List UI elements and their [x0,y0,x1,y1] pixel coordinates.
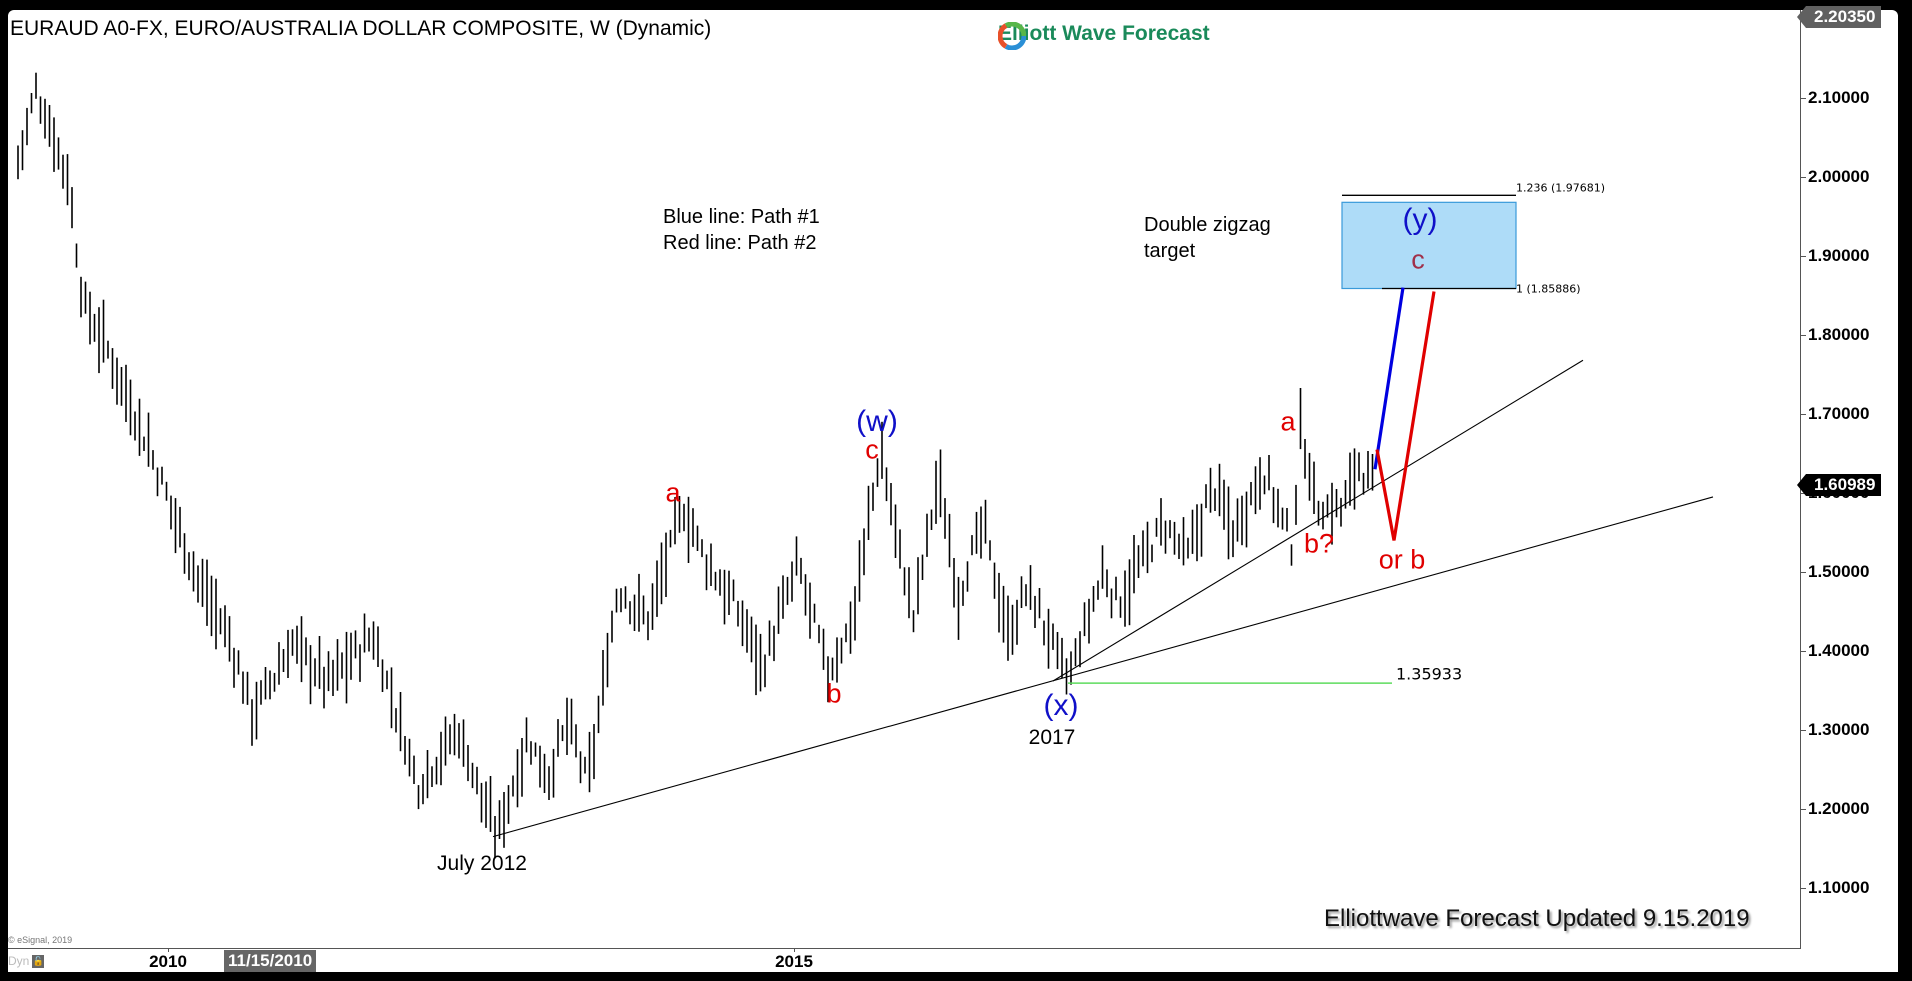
wave-label: (y) [1402,203,1438,237]
path-legend-note: Blue line: Path #1 Red line: Path #2 [663,204,820,256]
x-tick-mark [168,948,169,952]
last-price-tag: 1.60989 [1796,474,1882,497]
wave-label: b? [1303,528,1335,559]
plot-area[interactable]: EURAUD A0-FX, EURO/AUSTRALIA DOLLAR COMP… [8,10,1801,949]
target-note: Double zigzag target [1144,212,1271,264]
wave-label: c [865,434,879,465]
cursor-date-label: 11/15/2010 [224,950,317,972]
x-tick-label: 2010 [149,952,187,971]
y-tick-label: 2.10000 [1800,88,1870,107]
wave-label: c [1411,244,1425,275]
y-tick-label: 1.10000 [1800,878,1870,897]
chart-title: EURAUD A0-FX, EURO/AUSTRALIA DOLLAR COMP… [10,17,712,40]
price-bars [17,72,1374,859]
wave-label: (x) [1043,689,1079,723]
top-price-tag: 2.20350 [1796,6,1882,28]
y-tick-label: 1.30000 [1800,720,1870,739]
x-tick-label: 2015 [775,952,813,971]
fib-level-label: 1.236 (1.97681) [1516,181,1606,195]
y-tick-label: 1.50000 [1800,562,1870,581]
copyright: © eSignal, 2019 [8,935,73,945]
y-tick-label: 1.40000 [1800,641,1870,660]
fib-level-label: 1 (1.85886) [1516,282,1581,295]
wave-label: a [665,477,681,508]
y-tick-label: 1.20000 [1800,799,1870,818]
wave-label: a [1280,406,1296,437]
wave-label: or b [1378,544,1426,575]
date-label: 2017 [1028,725,1076,749]
logo-text: Elliott Wave Forecast [998,22,1210,45]
price-chart-svg [17,72,1714,859]
wave-label: (w) [856,404,898,438]
path1-note: Blue line: Path #1 [663,206,820,228]
target-note-line2: target [1144,240,1196,262]
support-level-label: 1.35933 [1396,664,1463,684]
brand-logo: Elliott Wave Forecast [998,22,1210,50]
y-tick-label: 2.00000 [1800,167,1870,186]
time-axis[interactable]: Dyn 🔓 2010 2015 11/15/2010 [8,948,1800,972]
y-tick-label: 1.80000 [1800,325,1870,344]
dynamic-toggle[interactable]: Dyn 🔓 [8,954,45,968]
chart-panel: EURAUD A0-FX, EURO/AUSTRALIA DOLLAR COMP… [8,6,1898,972]
y-tick-label: 1.90000 [1800,246,1870,265]
target-note-line1: Double zigzag [1144,214,1271,236]
logo-swirl-icon [998,22,1026,50]
updated-stamp: Elliottwave Forecast Updated 9.15.2019 [1324,905,1750,932]
date-label: July 2012 [437,852,527,876]
wave-label: b [826,678,842,709]
dyn-label: Dyn [8,954,30,968]
y-tick-label: 1.70000 [1800,404,1870,423]
lock-icon[interactable]: 🔓 [32,954,45,968]
x-tick-mark [794,948,795,952]
overlay-drawings [492,194,1714,838]
path2-note: Red line: Path #2 [663,232,817,254]
